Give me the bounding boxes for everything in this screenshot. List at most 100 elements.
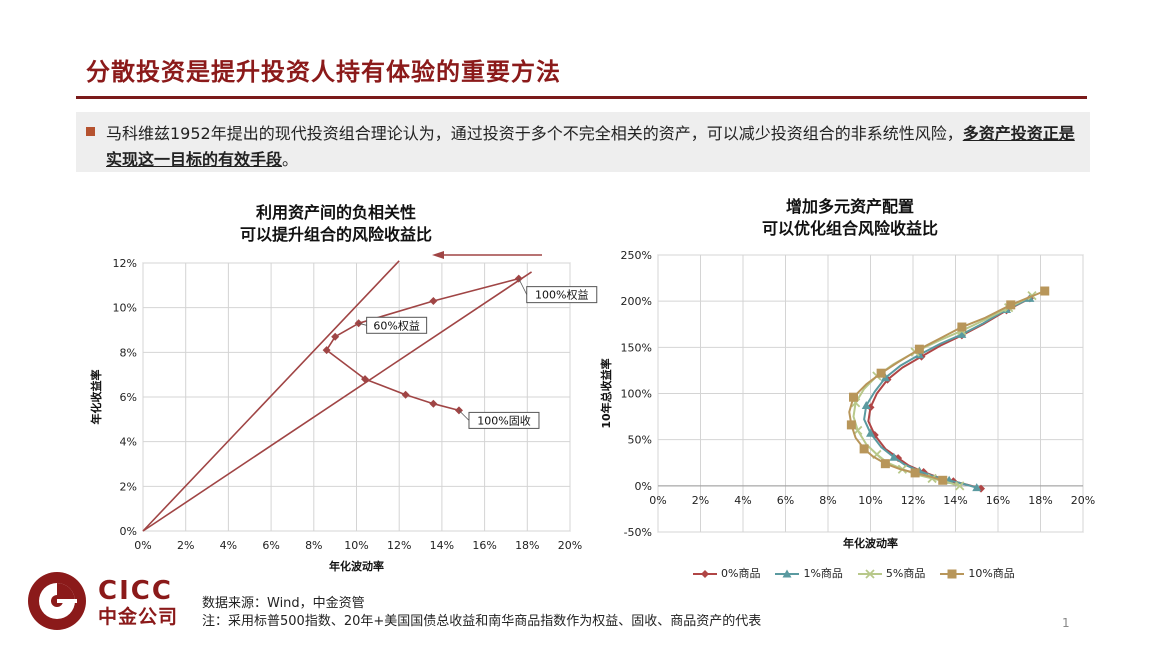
annotation-label: 100%权益 (535, 288, 588, 302)
annotation-leader (518, 278, 528, 295)
right-chart: -50% 0% 50% 100% 150% 200% 250% 0% 2% 4% 6% 8% 10% 12… (599, 249, 1095, 550)
y-tick-label: 6% (120, 391, 137, 404)
legend-label: 10%商品 (968, 567, 1015, 580)
tangent-line (142, 260, 400, 532)
y-tick-label: 0% (635, 480, 652, 493)
annotation-label: 60%权益 (373, 318, 419, 332)
series-point (957, 322, 967, 332)
x-tick-label: 0% (134, 539, 151, 552)
x-tick-label: 0% (649, 494, 666, 507)
legend-swatch-icon (693, 570, 717, 578)
y-tick-label: 200% (621, 295, 652, 308)
title-divider (76, 96, 1087, 99)
legend-swatch-icon (940, 569, 965, 579)
x-axis-label: 年化波动率 (843, 536, 898, 550)
series-point (914, 344, 924, 354)
data-source: 数据来源：Wind，中金资管 (202, 596, 365, 611)
page-title: 分散投资是提升投资人持有体验的重要方法 (86, 57, 561, 86)
series-point (859, 444, 869, 454)
x-tick-label: 4% (220, 539, 237, 552)
y-tick-label: 4% (120, 436, 137, 449)
legend-label: 1%商品 (803, 567, 843, 580)
series-point (889, 452, 899, 461)
x-tick-label: 16% (472, 539, 496, 552)
y-tick-label: 2% (120, 480, 137, 493)
y-tick-label: -50% (624, 526, 652, 539)
legend-item: 0%商品 (692, 565, 760, 581)
y-tick-label: 8% (120, 346, 137, 359)
data-point (401, 390, 410, 399)
bullet-box: 马科维兹1952年提出的现代投资组合理论认为，通过投资于多个不完全相关的资产，可… (76, 112, 1090, 172)
series-point (914, 350, 924, 359)
annotation-box (468, 411, 540, 429)
legend-label: 0%商品 (721, 567, 761, 580)
x-axis-label: 年化波动率 (329, 559, 384, 573)
y-tick-label: 250% (621, 249, 652, 262)
series-line (863, 297, 1031, 489)
series-point (880, 459, 890, 469)
logo-text-en: CICC (98, 576, 173, 606)
right-chart-title-line1: 增加多元资产配置 (785, 197, 914, 216)
x-tick-label: 20% (558, 539, 582, 552)
bullet-text-emphasis: 多资产投资正是实现这一目标的有效手段 (106, 124, 1075, 169)
left-chart-title-line2: 可以提升组合的风险收益比 (239, 225, 432, 244)
y-tick-label: 150% (621, 341, 652, 354)
data-point (429, 399, 438, 408)
x-tick-label: 6% (262, 539, 279, 552)
right-chart-title-line2: 可以优化组合风险收益比 (761, 219, 938, 238)
left-chart-title-line1: 利用资产间的负相关性 (255, 203, 416, 222)
data-point (354, 319, 363, 328)
legend-item: 1%商品 (774, 565, 843, 581)
data-point (514, 274, 523, 283)
y-tick-label: 50% (628, 434, 652, 447)
x-tick-label: 18% (1028, 494, 1052, 507)
bullet-text-end: 。 (282, 150, 299, 169)
legend-swatch-icon (857, 569, 882, 579)
page-number: 1 (1062, 616, 1070, 630)
series-point (846, 420, 856, 430)
series-point (957, 329, 967, 338)
x-tick-label: 4% (734, 494, 751, 507)
left-chart: 0% 2% 4% 6% 8% 10% 12% 0% 2% 4% 6% 8% 10% 12% 14% 16% 18… (89, 251, 598, 573)
annotation-label: 100%固收 (477, 413, 530, 427)
left-chart-title: 利用资产间的负相关性 可以提升组合的风险收益比 (176, 202, 496, 246)
legend-swatch-icon (775, 569, 800, 578)
y-axis-label: 年化收益率 (89, 370, 103, 425)
legend-swatch-marker (782, 569, 792, 578)
y-tick-label: 0% (120, 525, 137, 538)
legend-item: 5%商品 (857, 565, 925, 581)
x-tick-label: 20% (1071, 494, 1095, 507)
bullet-square-icon (86, 127, 95, 136)
x-tick-label: 6% (777, 494, 794, 507)
x-tick-label: 10% (344, 539, 368, 552)
x-tick-label: 2% (177, 539, 194, 552)
series-point (861, 401, 871, 410)
x-tick-label: 8% (305, 539, 322, 552)
legend-swatch-marker (701, 570, 709, 578)
series-point (1040, 286, 1050, 296)
x-tick-label: 2% (692, 494, 709, 507)
series-point (866, 428, 875, 437)
right-chart-title: 增加多元资产配置 可以优化组合风险收益比 (690, 196, 1010, 240)
series-point (1006, 300, 1016, 310)
x-tick-label: 14% (943, 494, 967, 507)
series-point (849, 392, 858, 402)
y-tick-label: 10% (113, 302, 137, 315)
bullet-text: 马科维兹1952年提出的现代投资组合理论认为，通过投资于多个不完全相关的资产，可… (106, 121, 1081, 173)
legend-swatch-marker (865, 569, 875, 579)
y-tick-label: 100% (621, 388, 652, 401)
x-tick-label: 14% (430, 539, 454, 552)
legend-item: 10%商品 (939, 565, 1015, 581)
logo-text-cn: 中金公司 (98, 606, 179, 628)
data-point (322, 346, 331, 355)
series-point (938, 475, 948, 485)
x-tick-label: 18% (515, 539, 539, 552)
x-tick-label: 8% (819, 494, 836, 507)
series-point (910, 468, 920, 478)
series-point (876, 368, 886, 378)
cicc-logo-icon (28, 572, 86, 630)
x-tick-label: 16% (986, 494, 1010, 507)
annotation-leader (358, 322, 367, 326)
x-tick-label: 12% (387, 539, 411, 552)
right-chart-legend: 0%商品 1%商品 5%商品 10%商品 (692, 565, 1029, 581)
